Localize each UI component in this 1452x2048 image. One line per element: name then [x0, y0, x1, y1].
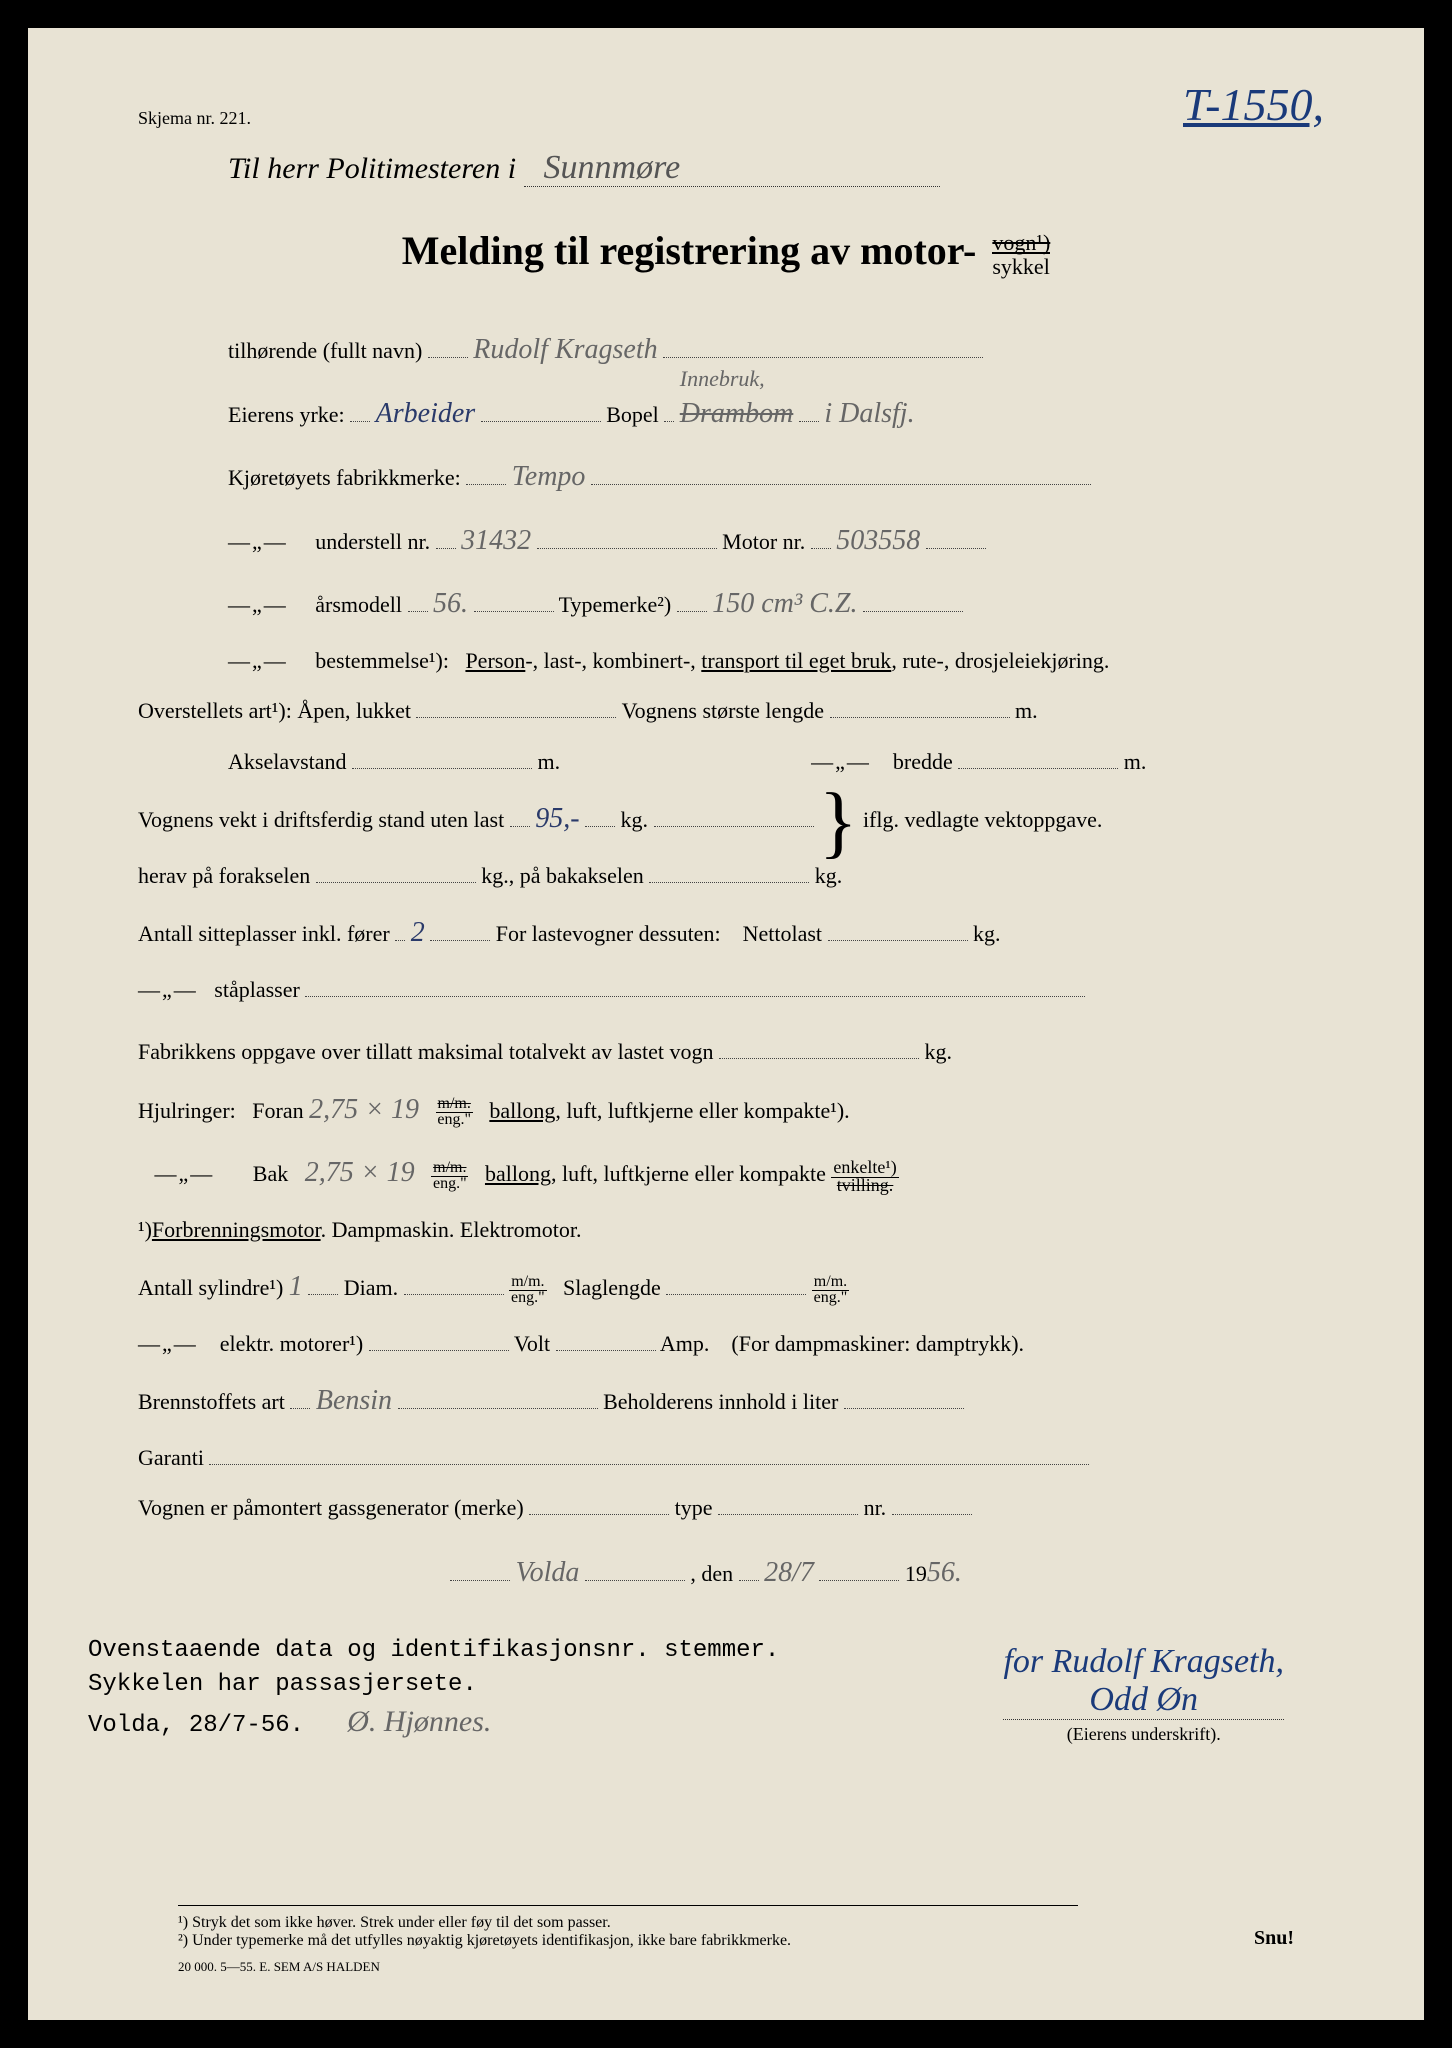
- title-option-kept: sykkel: [992, 252, 1049, 279]
- tank-label: Beholderens innhold i liter: [603, 1389, 838, 1414]
- chassis-value: 31432: [461, 525, 531, 556]
- netload-label: Nettolast: [743, 921, 822, 946]
- factory-max-label: Fabrikkens oppgave over tillatt maksimal…: [138, 1039, 714, 1064]
- type-mark-label: Typemerke²): [559, 592, 672, 617]
- top-right-annotation: T-1550,: [1183, 78, 1324, 131]
- rear-tyre-label: Bak: [253, 1161, 288, 1186]
- document-page: Skjema nr. 221. T-1550, Til herr Politim…: [0, 0, 1452, 2048]
- weight-note: iflg. vedlagte vektoppgave.: [863, 807, 1102, 832]
- electric-label: elektr. motorer¹): [220, 1331, 363, 1356]
- front-tyre-value: 2,75 × 19: [309, 1094, 419, 1125]
- addressee-line: Til herr Politimesteren i Sunnmøre: [228, 149, 1314, 187]
- standing-label: ståplasser: [214, 977, 300, 1002]
- form-body: tilhørende (fullt navn) Rudolf Kragseth …: [228, 319, 1274, 1604]
- addressee-label: Til herr Politimesteren i: [228, 152, 516, 185]
- ditto-7: —„—: [138, 1331, 198, 1356]
- year-value: 56.: [927, 1557, 962, 1588]
- ditto-6: —„—: [155, 1161, 215, 1186]
- length-label: Vognens største lengde: [622, 698, 824, 723]
- engine-type-line: ¹)Forbrenningsmotor. Dampmaskin. Elektro…: [138, 1217, 582, 1242]
- width-label: bredde: [893, 749, 953, 774]
- motor-nr-value: 503558: [836, 525, 920, 556]
- form-title: Melding til registrering av motor- vogn¹…: [138, 227, 1314, 279]
- residence-label: Bopel: [606, 402, 659, 427]
- make-value: Tempo: [512, 461, 586, 492]
- motor-nr-label: Motor nr.: [722, 529, 805, 554]
- purpose-options: Person-, last-, kombinert-, transport ti…: [465, 648, 1109, 673]
- guarantee-label: Garanti: [138, 1445, 204, 1470]
- wheelbase-unit: m.: [538, 749, 561, 774]
- stroke-label: Slaglengde: [563, 1275, 661, 1300]
- rear-tyre-value: 2,75 × 19: [305, 1157, 415, 1188]
- owner-signature-1: for Rudolf Kragseth,: [1003, 1643, 1284, 1681]
- factory-max-unit: kg.: [925, 1039, 953, 1064]
- length-unit: m.: [1015, 698, 1038, 723]
- weight-value: 95,-: [535, 803, 579, 834]
- title-option-struck: vogn¹): [992, 230, 1050, 255]
- turn-over: Snu!: [1254, 1927, 1294, 1950]
- wheelbase-label: Akselavstand: [228, 749, 347, 774]
- ditto-4: —„—: [811, 749, 871, 774]
- footnote-1: ¹) Stryk det som ikke høver. Strek under…: [178, 1914, 1078, 1932]
- gasgen-type-label: type: [675, 1495, 713, 1520]
- addressee-value: Sunnmøre: [524, 149, 941, 187]
- ditto-5: —„—: [138, 977, 198, 1002]
- weight-label: Vognens vekt i driftsferdig stand uten l…: [138, 807, 504, 832]
- owner-signature-2: Odd Øn: [1003, 1681, 1284, 1719]
- den-label: , den: [690, 1561, 733, 1586]
- fuel-label: Brennstoffets art: [138, 1389, 285, 1414]
- body-type-label: Overstellets art¹): Åpen, lukket: [138, 698, 411, 723]
- year-model-value: 56.: [433, 588, 468, 619]
- verifier-signature: Ø. Hjønnes.: [347, 1705, 491, 1738]
- amp-label: Amp.: [660, 1331, 710, 1356]
- tyre-options-1: ballong, luft, luftkjerne eller kompakte…: [489, 1098, 849, 1123]
- year-prefix: 19: [905, 1561, 927, 1586]
- form-number: Skjema nr. 221.: [138, 108, 1314, 129]
- place-value: Volda: [516, 1557, 580, 1588]
- signature-area: for Rudolf Kragseth, Odd Øn (Eierens und…: [1003, 1643, 1284, 1745]
- rear-axle-unit: kg.: [815, 863, 843, 888]
- front-axle-unit: kg., på bakakselen: [481, 863, 644, 888]
- residence-side: i Dalsfj.: [824, 398, 914, 429]
- occupation-value: Arbeider: [376, 398, 476, 429]
- chassis-label: understell nr.: [315, 529, 430, 554]
- steam-note: (For dampmaskiner: damptrykk).: [731, 1331, 1024, 1356]
- title-text: Melding til registrering av motor-: [402, 228, 977, 273]
- signature-label: (Eierens underskrift).: [1003, 1719, 1284, 1745]
- cylinders-label: Antall sylindre¹): [138, 1275, 283, 1300]
- verify-place-date: Volda, 28/7-56.: [88, 1712, 304, 1739]
- ditto-1: —„—: [228, 529, 288, 554]
- volt-label: Volt: [514, 1331, 550, 1356]
- fuel-value: Bensin: [316, 1385, 392, 1416]
- cylinders-value: 1: [289, 1271, 303, 1302]
- gasgen-nr-label: nr.: [864, 1495, 887, 1520]
- ditto-3: —„—: [228, 648, 288, 673]
- tyres-label: Hjulringer:: [138, 1098, 236, 1123]
- tyre-options-2: ballong, luft, luftkjerne eller kompakte: [485, 1161, 826, 1186]
- seats-value: 2: [411, 917, 425, 948]
- front-axle-label: herav på forakselen: [138, 863, 310, 888]
- make-label: Kjøretøyets fabrikkmerke:: [228, 465, 461, 490]
- purpose-label: bestemmelse¹):: [315, 648, 449, 673]
- owner-name-label: tilhørende (fullt navn): [228, 338, 422, 363]
- type-mark-value: 150 cm³ C.Z.: [712, 588, 857, 619]
- weight-unit: kg.: [621, 807, 649, 832]
- print-code: 20 000. 5—55. E. SEM A/S HALDEN: [178, 1959, 380, 1975]
- footnote-2: ²) Under typemerke må det utfylles nøyak…: [178, 1932, 1078, 1950]
- date-value: 28/7: [764, 1557, 814, 1588]
- occupation-label: Eierens yrke:: [228, 402, 345, 427]
- year-model-label: årsmodell: [315, 592, 402, 617]
- front-tyre-label: Foran: [252, 1098, 303, 1123]
- owner-name-value: Rudolf Kragseth: [473, 334, 657, 365]
- seats-label: Antall sitteplasser inkl. fører: [138, 921, 390, 946]
- footnotes: ¹) Stryk det som ikke høver. Strek under…: [178, 1905, 1078, 1950]
- gasgen-label: Vognen er påmontert gassgenerator (merke…: [138, 1495, 524, 1520]
- width-unit: m.: [1124, 749, 1147, 774]
- brace-icon: }: [819, 802, 857, 842]
- netload-unit: kg.: [973, 921, 1001, 946]
- diam-label: Diam.: [344, 1275, 398, 1300]
- ditto-2: —„—: [228, 592, 288, 617]
- residence-value-top: Innebruk,: [680, 355, 765, 403]
- trucks-label: For lastevogner dessuten:: [496, 921, 721, 946]
